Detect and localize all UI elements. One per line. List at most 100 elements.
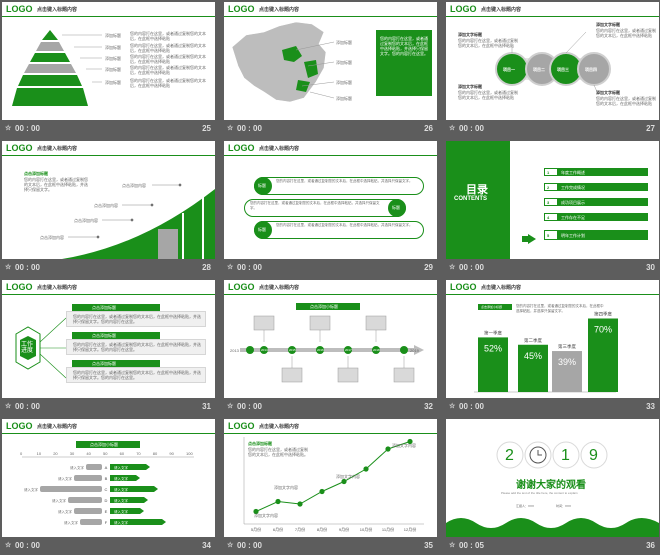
tick-label: 80 [152, 451, 158, 456]
slide-info-bar: ☆ 00 : 00 30 [446, 261, 659, 275]
slide-timing: 00 : 00 [15, 124, 40, 133]
slide-thumb-26[interactable]: LOGO 点击键入标题内容 添加标题 添加标题 添加标题 添加标题 您的内容打在… [224, 2, 437, 140]
slide-timing: 00 : 00 [15, 541, 40, 550]
bar-tab-label: 点击添加小标题 [90, 442, 118, 447]
slide-thumb-30[interactable]: 目录 CONTENTS 1 年度工作概述 2 工作完成情况 3 成功项目展示 4 工作存… [446, 141, 659, 279]
tick-label: 90 [169, 451, 174, 456]
progress-box: 您的内容打在这里，或者通过复制您的文本后，在此框中选择粘贴，并选择只保留文字。您… [66, 311, 206, 327]
slide-thumb-35[interactable]: LOGO 点击键入标题内容 点击添加标题 您的内容打在这里，或者通过复制您的文本… [224, 419, 437, 555]
pyramid-desc: 您的内容打在这里，或者通过复制您的文本后，在此框中选择粘贴 [130, 43, 206, 53]
right-bar [110, 486, 154, 492]
bar-category-label: 第一季度 [484, 329, 502, 336]
toc-item[interactable]: 5 明年工作计划 [544, 230, 648, 240]
slide-thumb-33[interactable]: LOGO 点击键入标题内容 点击添加小标题 您的内容打在这里，或者通过复制您的文… [446, 280, 659, 418]
bar-value-label: 70% [594, 325, 612, 335]
slide-timing: 00 : 00 [459, 124, 484, 133]
star-icon[interactable]: ☆ [227, 125, 234, 132]
left-label: 请入文字 [64, 520, 78, 525]
date-label: 时间：XXX [556, 504, 572, 508]
bar-chart: 52% 第一季度 45% 第二季度 39% 第三季度 70% 第四季度 [474, 311, 618, 393]
slide-header: LOGO 点击键入标题内容 [2, 2, 215, 17]
row-letter: E [105, 509, 108, 514]
data-point [319, 488, 325, 495]
star-icon[interactable]: ☆ [227, 542, 234, 549]
slide-title: 点击键入标题内容 [37, 285, 78, 291]
star-icon[interactable]: ☆ [5, 125, 12, 132]
bar-category-label: 第二季度 [524, 337, 542, 344]
slide-thumb-27[interactable]: LOGO 点击键入标题内容 项目一 项目二 项目三 项目四 添加文字标题 您的内… [446, 2, 659, 140]
star-icon[interactable]: ☆ [227, 264, 234, 271]
x-tick-label: 7月份 [295, 526, 305, 532]
slide-number: 27 [646, 124, 655, 133]
slide-thumb-34[interactable]: LOGO 点击键入标题内容 点击添加小标题 0 10 20 30 40 50 60 70 80 9… [2, 419, 215, 555]
tick-label: 20 [53, 451, 58, 456]
slide-number: 35 [424, 541, 433, 550]
right-label: 请入文字 [114, 476, 128, 481]
circle-label: 项目四 [585, 67, 597, 72]
star-icon[interactable]: ☆ [227, 403, 234, 410]
star-icon[interactable]: ☆ [449, 403, 456, 410]
slide-thumb-36[interactable]: 2 1 9 谢谢大家的观看 Please add the text of the… [446, 419, 659, 555]
presenter-label: 汇报人：XXX [516, 504, 535, 508]
slide-timing: 00 : 05 [459, 541, 484, 550]
progress-tab-label: 点击添加标题 [92, 333, 116, 338]
item-desc: 您的内容打在这里，或者通过复制您的文本后，在此框中选择粘贴 [596, 28, 656, 38]
badge-label: 标题 [392, 205, 400, 210]
curve-label: 点击添加内容 [74, 218, 98, 223]
slide-timing: 00 : 00 [15, 263, 40, 272]
slide-canvas: 2 1 9 谢谢大家的观看 Please add the text of the… [446, 419, 659, 537]
right-bar [110, 475, 136, 481]
slide-header: LOGO 点击键入标题内容 [2, 141, 215, 156]
tick-label: 0 [20, 451, 23, 456]
right-bar [110, 464, 146, 470]
timeline-tab: 点击添加小标题 [296, 303, 360, 310]
slide-title: 点击键入标题内容 [259, 285, 300, 291]
map-label: 添加标题 [336, 80, 352, 85]
logo: LOGO [6, 282, 33, 292]
star-icon[interactable]: ☆ [5, 403, 12, 410]
capsule-text: 您的内容打在这里，或者通过复制您的文本后，在此框中选择粘贴，并选择只保留文字。 [250, 201, 380, 210]
slide-thumb-25[interactable]: LOGO 点击键入标题内容 添加标题 添加标题 添加标题 添加标题 添加标题 您… [2, 2, 215, 140]
pyramid-label: 添加标题 [105, 33, 121, 38]
right-bar [110, 508, 140, 514]
slide-title: 点击键入标题内容 [259, 424, 300, 430]
bar [552, 351, 582, 392]
point-label: 添加文字内容 [392, 443, 416, 448]
star-icon[interactable]: ☆ [449, 542, 456, 549]
slide-header: LOGO 点击键入标题内容 [224, 280, 437, 295]
star-icon[interactable]: ☆ [5, 264, 12, 271]
slide-canvas: LOGO 点击键入标题内容 工作进度 点击添加标题 您的内容打在这里，或者通过复… [2, 280, 215, 398]
timeline-year: 2014 [261, 348, 268, 352]
bar-value-label: 45% [524, 351, 542, 361]
star-icon[interactable]: ☆ [449, 125, 456, 132]
progress-center: 工作进度 [21, 342, 34, 354]
slide-thumb-32[interactable]: LOGO 点击键入标题内容 点击添加小标题 2013 2014 2015 201… [224, 280, 437, 418]
toc-item[interactable]: 3 成功项目展示 [544, 198, 648, 206]
toc-num: 4 [547, 215, 550, 220]
x-tick-label: 5月份 [251, 526, 261, 532]
slide-info-bar: ☆ 00 : 00 33 [446, 400, 659, 414]
toc-item[interactable]: 2 工作完成情况 [544, 183, 648, 191]
slide-info-bar: ☆ 00 : 00 27 [446, 122, 659, 136]
toc-item[interactable]: 4 工作存在不足 [544, 213, 648, 221]
slide-number: 31 [202, 402, 211, 411]
slide-info-bar: ☆ 00 : 00 34 [2, 539, 215, 553]
toc-heading: 目录 [466, 184, 488, 196]
slide-timing: 00 : 00 [237, 402, 262, 411]
star-icon[interactable]: ☆ [449, 264, 456, 271]
slide-header: LOGO 点击键入标题内容 [224, 419, 437, 434]
data-point [407, 438, 413, 445]
toc-sub: CONTENTS [454, 196, 487, 202]
slide-thumb-28[interactable]: LOGO 点击键入标题内容 点击添加标题 您的内容打在这里，或者通过复制您的文本… [2, 141, 215, 279]
logo: LOGO [450, 4, 477, 14]
slide-thumb-31[interactable]: LOGO 点击键入标题内容 工作进度 点击添加标题 您的内容打在这里，或者通过复… [2, 280, 215, 418]
toc-item[interactable]: 1 年度工作概述 [544, 168, 648, 176]
slide-canvas: LOGO 点击键入标题内容 点击添加标题 您的内容打在这里，或者通过复制您的文本… [2, 141, 215, 259]
toc-panel: 目录 CONTENTS [446, 141, 510, 259]
line-desc: 您的内容打在这里，或者通过复制您的文本后，在此框中选择粘贴。 [248, 447, 308, 457]
progress-graphic [15, 317, 67, 379]
slide-timing: 00 : 00 [237, 541, 262, 550]
star-icon[interactable]: ☆ [5, 542, 12, 549]
tick-label: 40 [86, 451, 91, 456]
slide-thumb-29[interactable]: LOGO 点击键入标题内容 标题 标题 标题 您的内容打在这里，或者通过复制您的… [224, 141, 437, 279]
